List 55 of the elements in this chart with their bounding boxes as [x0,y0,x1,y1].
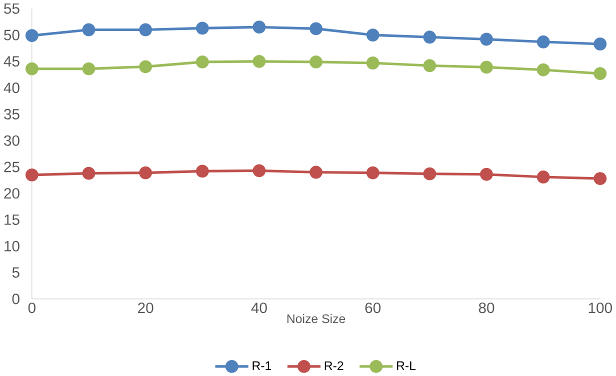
y-tick-label: 10 [4,241,20,252]
y-tick-label: 45 [4,56,20,67]
y-tick-label: 20 [4,188,20,199]
point [310,22,322,36]
point [594,67,607,80]
point [423,59,436,72]
point [82,23,96,36]
point [366,28,380,42]
y-tick-label: 35 [4,109,20,120]
point [366,56,380,70]
point [480,60,493,74]
point [536,36,550,49]
point [252,164,266,178]
point [423,168,436,180]
point [25,168,38,182]
y-tick-label: 25 [4,162,20,172]
x-tick-label: 100 [588,302,612,314]
y-tick-label: 40 [4,82,20,94]
x-axis-title: Noize Size [287,314,346,324]
y-tick-label: 5 [12,268,20,278]
x-tick-label: 60 [365,302,381,314]
y-tick-label: 0 [12,294,20,304]
point [310,56,322,69]
point [139,23,152,36]
point [82,167,96,180]
point [423,30,436,44]
y-tick-label: 50 [4,30,20,40]
point [536,170,550,184]
point [196,56,209,69]
point [139,166,152,180]
point [480,32,493,46]
x-tick-label: 0 [28,302,36,314]
point [594,38,607,51]
legend-label: R-1 [252,362,272,370]
point [252,55,266,68]
point [25,29,38,42]
point [252,20,266,34]
point [139,60,152,74]
y-tick-label: 55 [4,4,20,14]
point [82,62,96,76]
point [196,22,209,35]
point [480,168,493,181]
legend-label: R-L [397,362,416,370]
point [310,166,322,179]
y-tick-label: 15 [4,214,20,226]
legend-label: R-2 [324,361,344,370]
point [196,164,209,178]
x-tick-label: 20 [138,302,154,314]
point [25,62,38,76]
x-tick-label: 80 [478,302,494,314]
x-tick-label: 40 [251,302,267,314]
point [536,64,550,76]
point [594,172,607,186]
point [366,166,380,180]
y-tick-label: 30 [4,135,20,146]
